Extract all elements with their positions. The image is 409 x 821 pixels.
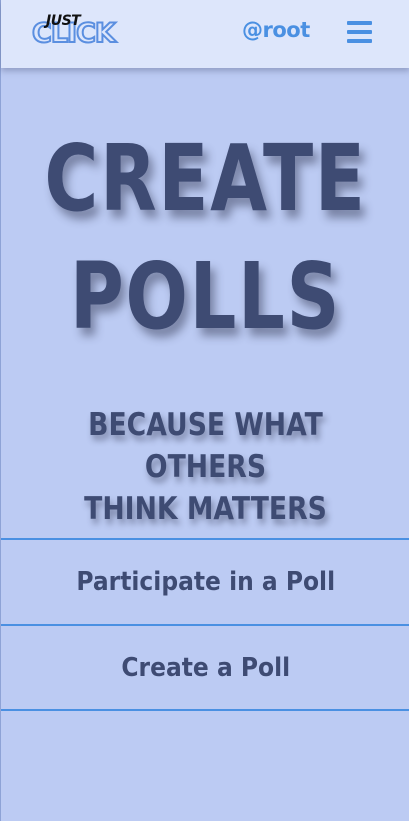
tagline-line-2: THINK MATTERS: [84, 491, 327, 527]
logo-top-text: JUST: [46, 13, 81, 29]
logo-main-text: CLICK: [31, 18, 117, 49]
just-click-logo[interactable]: CLICK JUST: [31, 12, 132, 54]
hero-tagline: BECAUSE WHAT OTHERS THINK MATTERS: [30, 404, 382, 530]
tagline-line-1: BECAUSE WHAT OTHERS: [88, 407, 323, 485]
divider: [1, 709, 409, 711]
hero-title-line-1: CREATE: [44, 125, 367, 232]
create-poll-label: Create a Poll: [121, 653, 290, 683]
menu-bar-middle: [347, 30, 372, 34]
user-handle-link[interactable]: @root: [242, 18, 310, 42]
hero-title-line-2: POLLS: [69, 243, 342, 350]
hero-title: CREATE POLLS: [42, 120, 369, 356]
menu-bar-bottom: [347, 39, 372, 43]
top-nav-bar: CLICK JUST @root: [1, 0, 409, 68]
menu-bar-top: [347, 21, 372, 25]
participate-poll-button[interactable]: Participate in a Poll: [1, 538, 409, 624]
create-poll-button[interactable]: Create a Poll: [1, 624, 409, 710]
hamburger-icon[interactable]: [345, 18, 375, 46]
participate-poll-label: Participate in a Poll: [76, 567, 335, 597]
